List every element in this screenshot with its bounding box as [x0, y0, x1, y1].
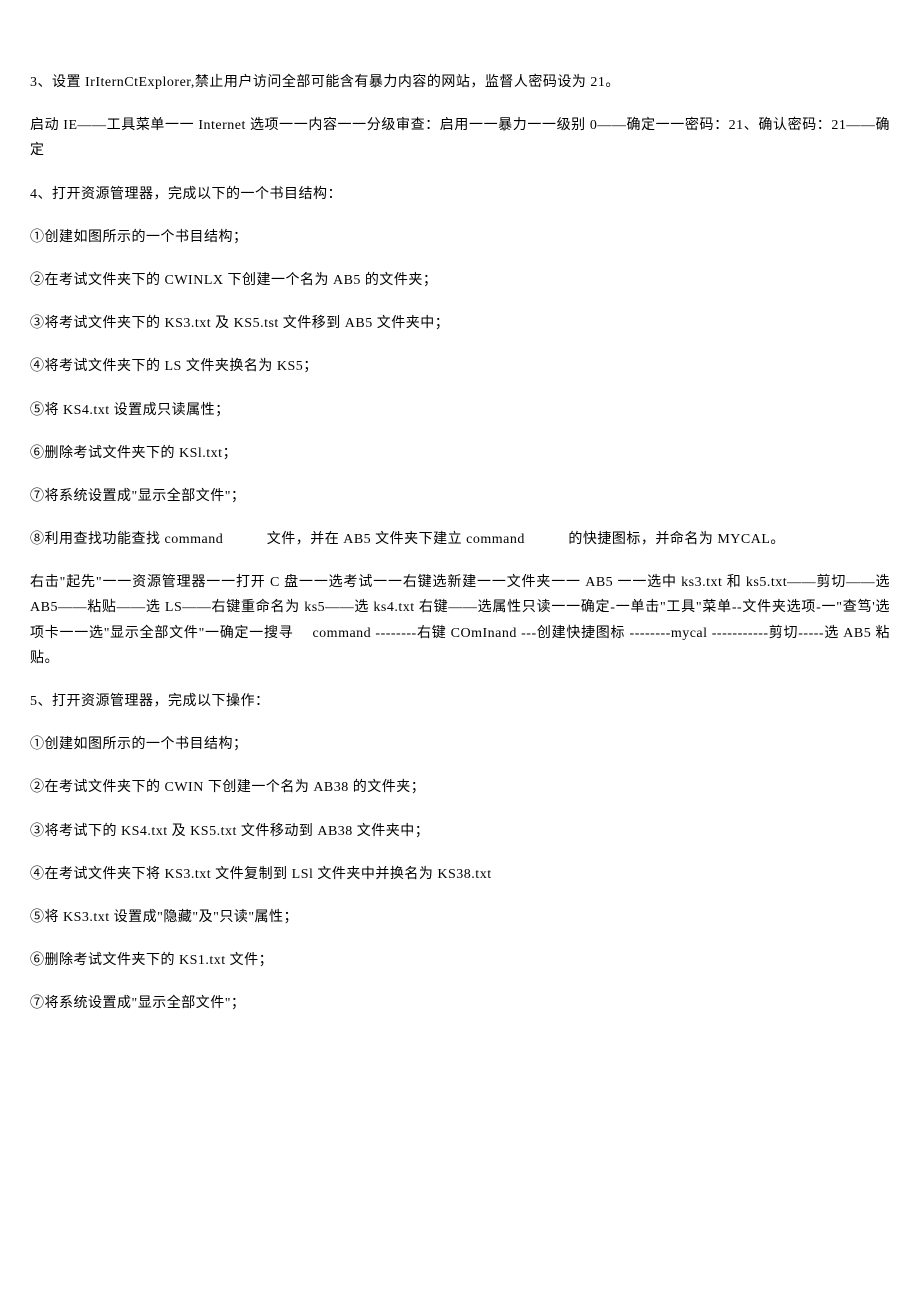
paragraph-q4-step6: ⑥删除考试文件夹下的 KSl.txt；	[30, 441, 890, 466]
paragraph-q4-step3: ③将考试文件夹下的 KS3.txt 及 KS5.tst 文件移到 AB5 文件夹…	[30, 311, 890, 336]
paragraph-q5-step1: ①创建如图所示的一个书目结构；	[30, 732, 890, 757]
paragraph-q5-step4: ④在考试文件夹下将 KS3.txt 文件复制到 LSl 文件夹中并换名为 KS3…	[30, 862, 890, 887]
paragraph-q5-step3: ③将考试下的 KS4.txt 及 KS5.txt 文件移动到 AB38 文件夹中…	[30, 819, 890, 844]
paragraph-q4-step2: ②在考试文件夹下的 CWINLX 下创建一个名为 AB5 的文件夹；	[30, 268, 890, 293]
paragraph-q4-step8: ⑧利用查找功能查找 command 文件，并在 AB5 文件夹下建立 comma…	[30, 527, 890, 552]
paragraph-q4-step4: ④将考试文件夹下的 LS 文件夹换名为 KS5；	[30, 354, 890, 379]
paragraph-q4-step7: ⑦将系统设置成"显示全部文件"；	[30, 484, 890, 509]
paragraph-q5-step6: ⑥删除考试文件夹下的 KS1.txt 文件；	[30, 948, 890, 973]
paragraph-q4-answer: 右击"起先"一一资源管理器一一打开 C 盘一一选考试一一右键选新建一一文件夹一一…	[30, 570, 890, 671]
paragraph-q3-title: 3、设置 IrIternCtExplorer,禁止用户访问全部可能含有暴力内容的…	[30, 70, 890, 95]
paragraph-q3-answer: 启动 IE——工具菜单一一 Internet 选项一一内容一一分级审查：启用一一…	[30, 113, 890, 163]
paragraph-q5-step5: ⑤将 KS3.txt 设置成"隐藏"及"只读"属性；	[30, 905, 890, 930]
paragraph-q5-title: 5、打开资源管理器，完成以下操作：	[30, 689, 890, 714]
paragraph-q5-step2: ②在考试文件夹下的 CWIN 下创建一个名为 AB38 的文件夹；	[30, 775, 890, 800]
paragraph-q4-title: 4、打开资源管理器，完成以下的一个书目结构：	[30, 182, 890, 207]
paragraph-q4-step1: ①创建如图所示的一个书目结构；	[30, 225, 890, 250]
paragraph-q4-step5: ⑤将 KS4.txt 设置成只读属性；	[30, 398, 890, 423]
paragraph-q5-step7: ⑦将系统设置成"显示全部文件"；	[30, 991, 890, 1016]
